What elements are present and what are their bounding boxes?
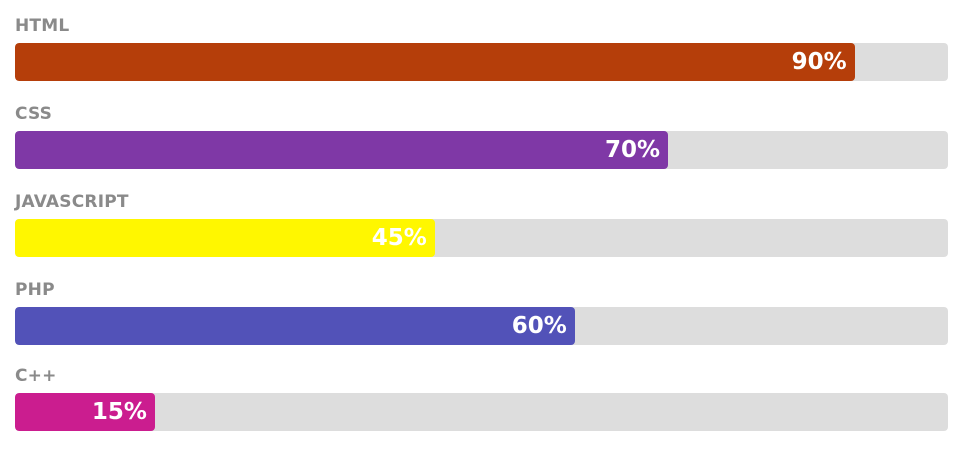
- progress-track: 90%: [15, 43, 948, 81]
- progress-track: 45%: [15, 219, 948, 257]
- progress-fill: 45%: [15, 219, 435, 257]
- progress-fill: 15%: [15, 393, 155, 431]
- percent-label: 60%: [511, 313, 567, 339]
- percent-label: 70%: [605, 137, 661, 163]
- progress-fill: 70%: [15, 131, 669, 169]
- percent-label: 45%: [371, 225, 427, 251]
- progress-fill: 90%: [15, 43, 855, 81]
- progress-track: 70%: [15, 131, 948, 169]
- percent-label: 15%: [91, 399, 147, 425]
- skill-label: CSS: [15, 104, 53, 124]
- skill-label: HTML: [15, 16, 70, 36]
- skill-label: PHP: [15, 280, 55, 300]
- progress-track: 15%: [15, 393, 948, 431]
- percent-label: 90%: [791, 49, 847, 75]
- skill-label: JAVASCRIPT: [15, 192, 129, 212]
- skill-label: C++: [15, 366, 57, 386]
- progress-fill: 60%: [15, 307, 575, 345]
- progress-track: 60%: [15, 307, 948, 345]
